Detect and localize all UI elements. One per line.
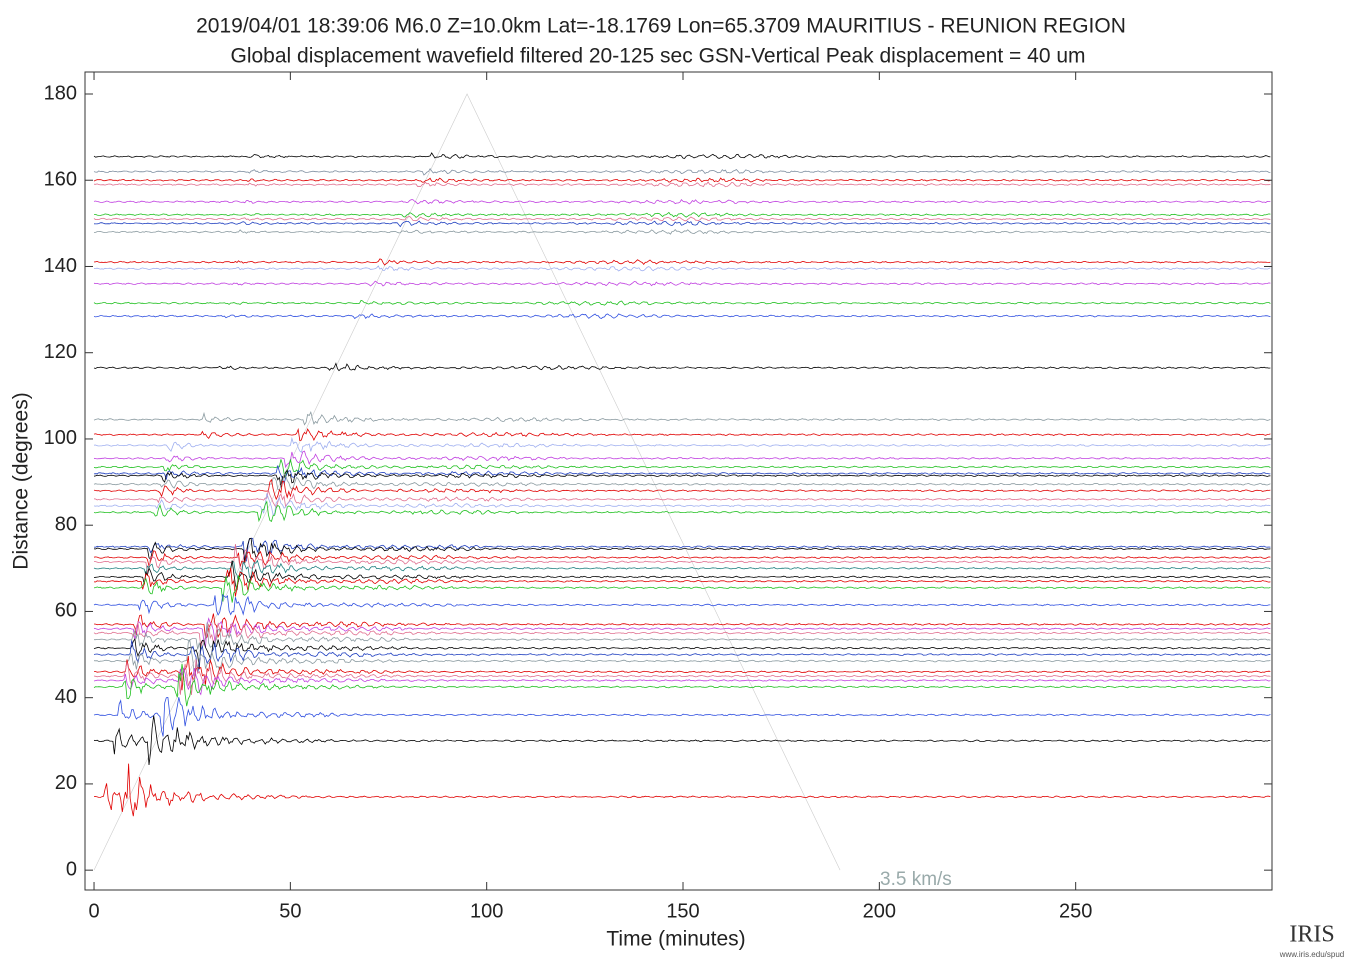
y-tick-label: 100 [44,427,77,449]
x-tick-label: 0 [88,900,99,922]
trace [93,313,1271,320]
trace [93,550,1271,568]
trace [93,560,1271,591]
x-axis-label: Time (minutes) [606,928,745,951]
trace [93,537,1271,562]
trace [93,167,1271,176]
x-tick-label: 100 [470,900,503,922]
trace [94,265,1271,272]
y-tick-label: 60 [55,600,77,622]
trace [93,489,1271,509]
trace [93,537,1271,564]
trace [93,640,1271,673]
trace [93,450,1271,469]
trace [93,478,1271,501]
logo-name: IRIS [1289,922,1334,948]
velocity-guide [93,93,841,871]
trace [93,465,1271,486]
trace [93,473,1271,491]
trace [93,228,1271,235]
trace [93,621,1271,648]
trace [93,427,1271,442]
trace [93,637,1271,670]
trace [93,659,1271,695]
trace [93,544,1271,574]
plot-frame [84,71,1273,891]
trace [93,411,1271,426]
logo-url: www.iris.edu/spud [1279,950,1344,959]
y-tick-label: 160 [44,169,77,191]
x-tick-label: 200 [863,900,896,922]
velocity-annotation: 3.5 km/s [880,869,952,890]
trace [93,280,1271,287]
chart-title: 2019/04/01 18:39:06 M6.0 Z=10.0km Lat=-1… [196,15,1126,38]
x-tick-label: 150 [666,900,699,922]
trace [93,593,1271,616]
y-tick-label: 180 [44,82,77,104]
trace [93,663,1271,707]
trace [93,216,1271,222]
trace [93,258,1271,266]
trace [93,639,1271,682]
y-tick-label: 0 [66,858,77,880]
y-tick-label: 80 [55,513,77,535]
trace [93,220,1271,228]
trace [93,362,1271,372]
y-tick-label: 140 [44,255,77,277]
trace [93,152,1271,160]
trace [93,177,1271,183]
trace [94,622,1271,652]
trace [93,613,1271,640]
trace [93,617,1271,648]
trace [93,559,1271,582]
chart-subtitle: Global displacement wavefield filtered 2… [230,45,1085,68]
y-tick-label: 40 [55,686,77,708]
trace [93,436,1271,454]
trace [93,469,1271,488]
trace [93,181,1271,188]
trace [93,697,1271,737]
x-tick-label: 250 [1059,900,1092,922]
x-tick-label: 50 [279,900,301,922]
trace [93,667,1271,696]
trace [93,493,1271,517]
trace [93,715,1271,766]
trace [93,500,1271,523]
trace [94,211,1271,218]
trace [93,299,1271,306]
trace [93,655,1271,691]
y-tick-label: 120 [44,341,77,363]
trace [93,199,1271,205]
y-axis-label: Distance (degrees) [10,392,33,569]
trace [93,763,1271,817]
trace [93,459,1271,478]
trace [93,567,1271,597]
y-tick-label: 20 [55,772,77,794]
trace [93,574,1271,603]
